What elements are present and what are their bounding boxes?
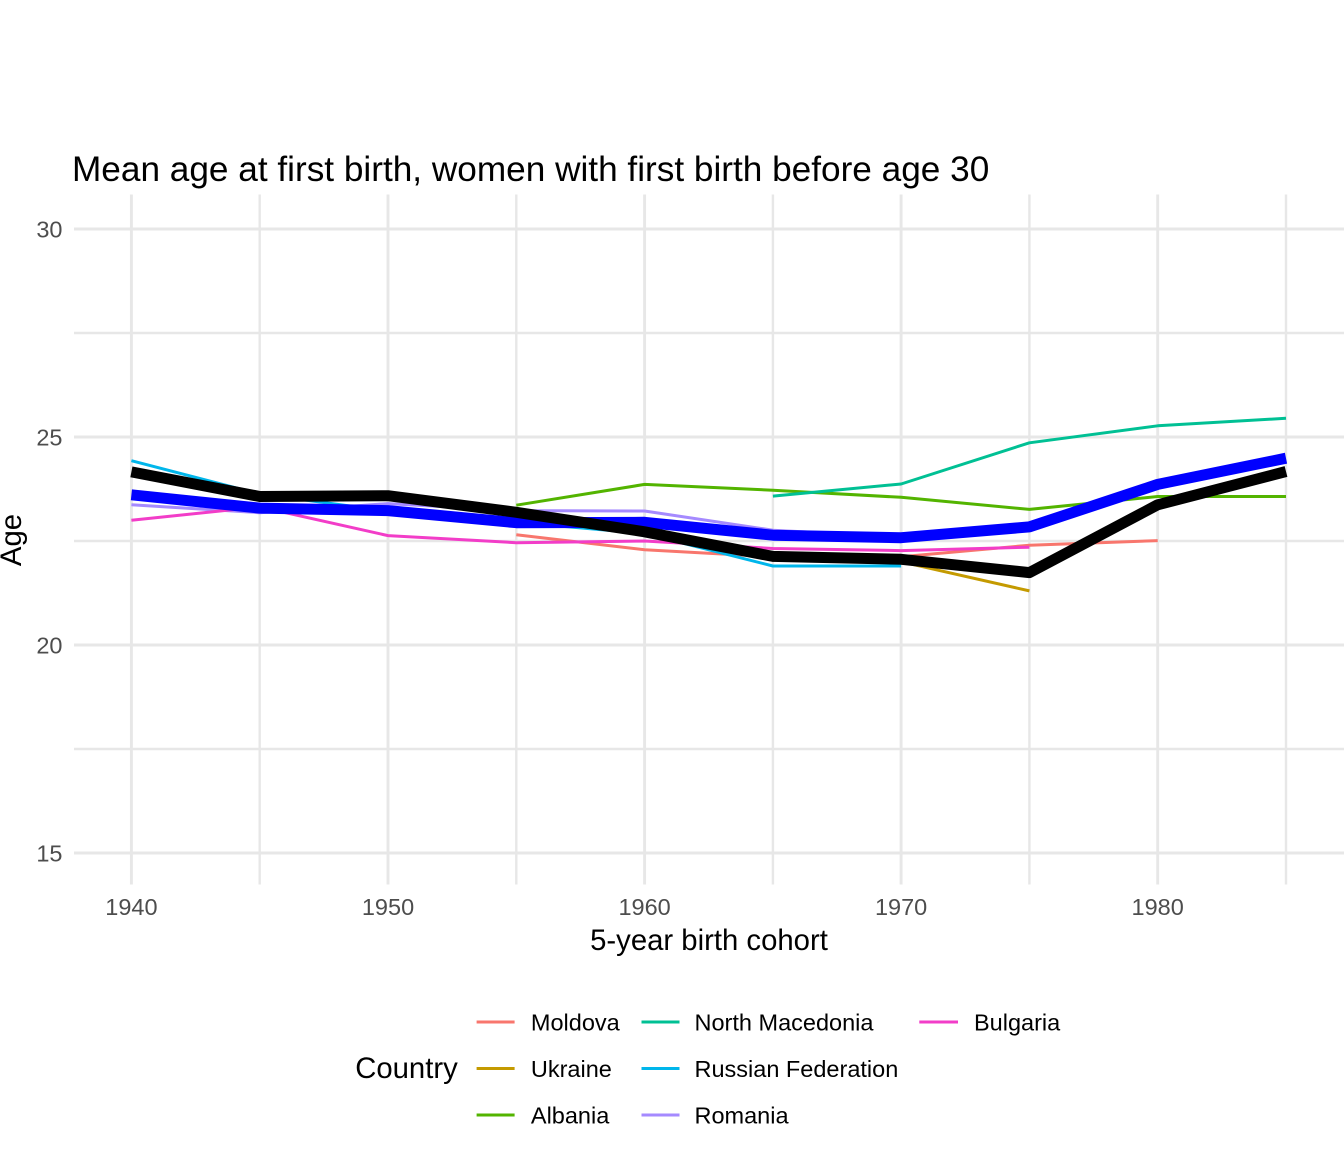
svg-text:Country: Country	[355, 1052, 458, 1085]
svg-text:30: 30	[36, 216, 62, 242]
svg-text:15: 15	[36, 840, 62, 866]
svg-text:Albania: Albania	[531, 1102, 610, 1128]
svg-text:Moldova: Moldova	[531, 1009, 621, 1035]
svg-text:1960: 1960	[618, 894, 670, 920]
svg-text:Russian Federation: Russian Federation	[695, 1056, 899, 1082]
svg-text:Bulgaria: Bulgaria	[974, 1009, 1061, 1035]
svg-text:5-year birth cohort: 5-year birth cohort	[590, 924, 828, 957]
svg-text:1940: 1940	[105, 894, 157, 920]
svg-text:Romania: Romania	[695, 1102, 790, 1128]
svg-text:25: 25	[36, 424, 62, 450]
svg-text:Age: Age	[0, 514, 28, 566]
svg-text:1980: 1980	[1132, 894, 1184, 920]
svg-text:Mean age at first birth, women: Mean age at first birth, women with firs…	[72, 150, 989, 189]
svg-text:1970: 1970	[875, 894, 927, 920]
svg-text:1950: 1950	[362, 894, 414, 920]
svg-text:20: 20	[36, 632, 62, 658]
svg-text:Ukraine: Ukraine	[531, 1056, 612, 1082]
svg-text:North Macedonia: North Macedonia	[695, 1009, 875, 1035]
